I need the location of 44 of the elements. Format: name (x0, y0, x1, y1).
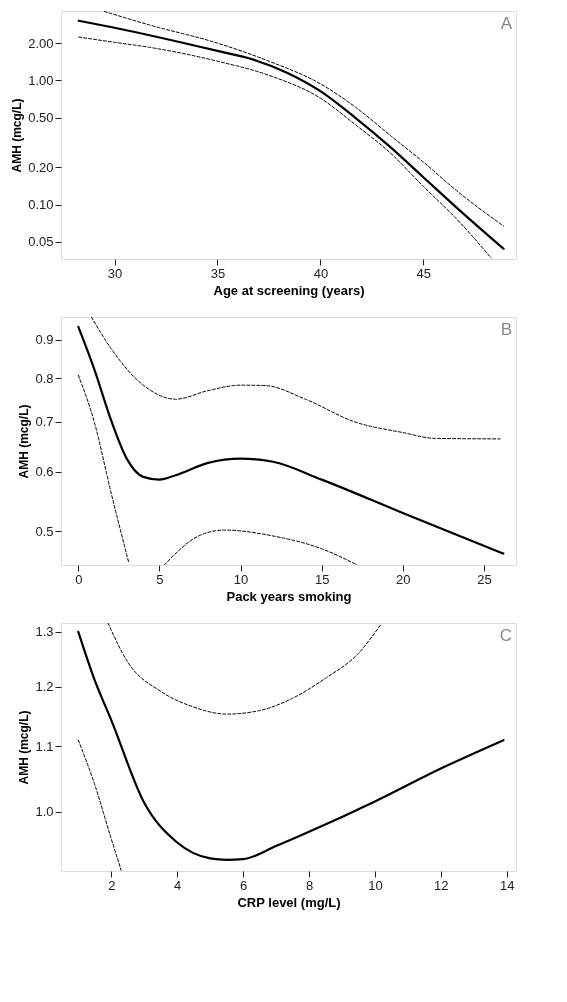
x-axis-title: CRP level (mg/L) (237, 894, 341, 910)
x-tick-label: 10 (233, 571, 249, 587)
x-tick-label: 8 (305, 877, 314, 893)
x-tick-label: 2 (108, 877, 116, 893)
x-tick-label: 25 (477, 571, 492, 587)
y-axis-title: AMH (mcg/L) (17, 404, 32, 479)
y-tick-label: 0.50 (28, 110, 54, 126)
x-tick-label: 10 (368, 877, 383, 893)
x-tick-label: 45 (416, 265, 432, 281)
y-tick-label: 0.8 (35, 370, 54, 386)
line-series (90, 317, 501, 440)
x-tick-label: 5 (156, 571, 164, 587)
y-tick-label: 0.9 (35, 332, 54, 348)
x-tick-label: 4 (174, 877, 182, 893)
x-tick-label: 12 (434, 877, 449, 893)
y-tick-label: 1.00 (28, 72, 54, 88)
y-tick-label: 0.10 (28, 197, 54, 213)
y-tick-label: 0.7 (35, 414, 54, 430)
y-tick-label: 1.1 (35, 738, 54, 754)
y-tick-label: 1.3 (35, 624, 54, 640)
x-tick-label: 0 (75, 571, 83, 587)
line-series (107, 623, 383, 715)
annotation: C (499, 626, 512, 645)
y-tick-label: 2.00 (28, 35, 54, 51)
y-tick-label: 0.5 (35, 523, 54, 539)
line-series (77, 739, 122, 871)
x-tick-label: 14 (500, 877, 515, 893)
x-tick-label: 6 (239, 877, 248, 893)
y-tick-label: 0.6 (35, 464, 54, 480)
x-tick-label: 35 (210, 265, 226, 281)
y-tick-label: 1.2 (35, 679, 54, 695)
y-axis-title: AMH (mcg/L) (17, 710, 32, 785)
annotation: A (500, 14, 513, 33)
x-tick-label: 30 (107, 265, 123, 281)
x-tick-label: 40 (313, 265, 329, 281)
x-axis-title: Pack years smoking (226, 588, 352, 604)
annotation: B (500, 320, 512, 339)
y-tick-label: 1.0 (35, 804, 54, 820)
x-tick-label: 20 (396, 571, 411, 587)
x-tick-label: 15 (314, 571, 330, 587)
y-tick-label: 0.20 (28, 159, 54, 175)
x-axis-title: Age at screening (years) (213, 282, 365, 298)
y-tick-label: 0.05 (28, 234, 54, 250)
y-axis-title: AMH (mcg/L) (10, 98, 25, 173)
